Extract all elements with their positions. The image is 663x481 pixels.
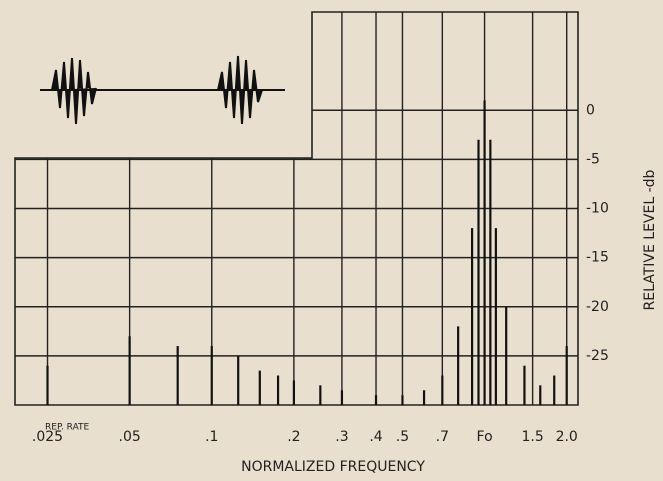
- y-tick-label: -5: [586, 151, 600, 167]
- x-axis-title: NORMALIZED FREQUENCY: [241, 459, 425, 475]
- x-tick-label: .7: [436, 429, 449, 445]
- x-tick-label: .5: [396, 429, 409, 445]
- x-tick-label: .3: [335, 429, 348, 445]
- x-tick-label: Fo: [477, 429, 493, 445]
- x-tick-label: 2.0: [556, 429, 578, 445]
- y-tick-label: -15: [586, 250, 609, 266]
- annotation: REP. RATE: [45, 423, 90, 433]
- x-tick-label: 1.5: [521, 429, 543, 445]
- y-tick-label: -25: [586, 348, 609, 364]
- waveform-inset: [40, 55, 285, 125]
- x-tick-label: .2: [287, 429, 300, 445]
- y-axis-title: RELATIVE LEVEL -db: [642, 169, 658, 310]
- y-tick-label: -20: [586, 299, 609, 315]
- x-tick-label: .1: [205, 429, 218, 445]
- y-tick-label: -10: [586, 201, 609, 217]
- x-tick-label: .025: [32, 429, 63, 445]
- x-tick-label: .4: [369, 429, 382, 445]
- plot-frame: [14, 11, 579, 406]
- y-tick-label: 0: [586, 102, 595, 118]
- x-tick-label: .05: [119, 429, 141, 445]
